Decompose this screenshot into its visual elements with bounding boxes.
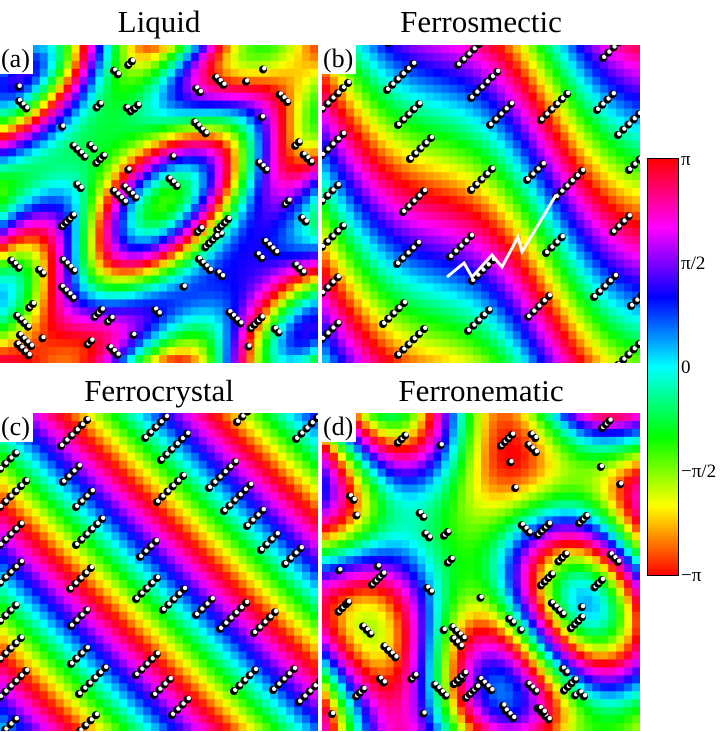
colorbar-tick-pi-half: π/2 (681, 253, 706, 274)
panel-b-label: (b) (322, 45, 357, 74)
panel-b-title: Ferrosmectic (400, 4, 562, 39)
phase-map-a (0, 45, 318, 363)
panel-a: (a) (0, 45, 318, 363)
panel-c-title: Ferrocrystal (84, 373, 234, 408)
panel-d: (d) (322, 413, 640, 731)
colorbar-tick-pi: π (681, 149, 691, 170)
panel-a-title: Liquid (117, 4, 201, 39)
panel-b: (b) (322, 45, 640, 363)
panel-d-label: (d) (322, 413, 357, 442)
panel-c: (c) (0, 413, 318, 731)
colorbar-tick-zero: 0 (681, 357, 691, 378)
colorbar-tick-neg-pi-half: −π/2 (681, 461, 717, 482)
panel-a-label: (a) (0, 45, 33, 74)
phase-map-c (0, 413, 318, 731)
phase-map-b (322, 45, 640, 363)
phase-map-d (322, 413, 640, 731)
panel-c-label: (c) (0, 413, 33, 442)
colorbar-tick-neg-pi: −π (681, 565, 702, 586)
panel-d-title: Ferronematic (398, 373, 564, 408)
phase-colorbar (647, 158, 679, 576)
